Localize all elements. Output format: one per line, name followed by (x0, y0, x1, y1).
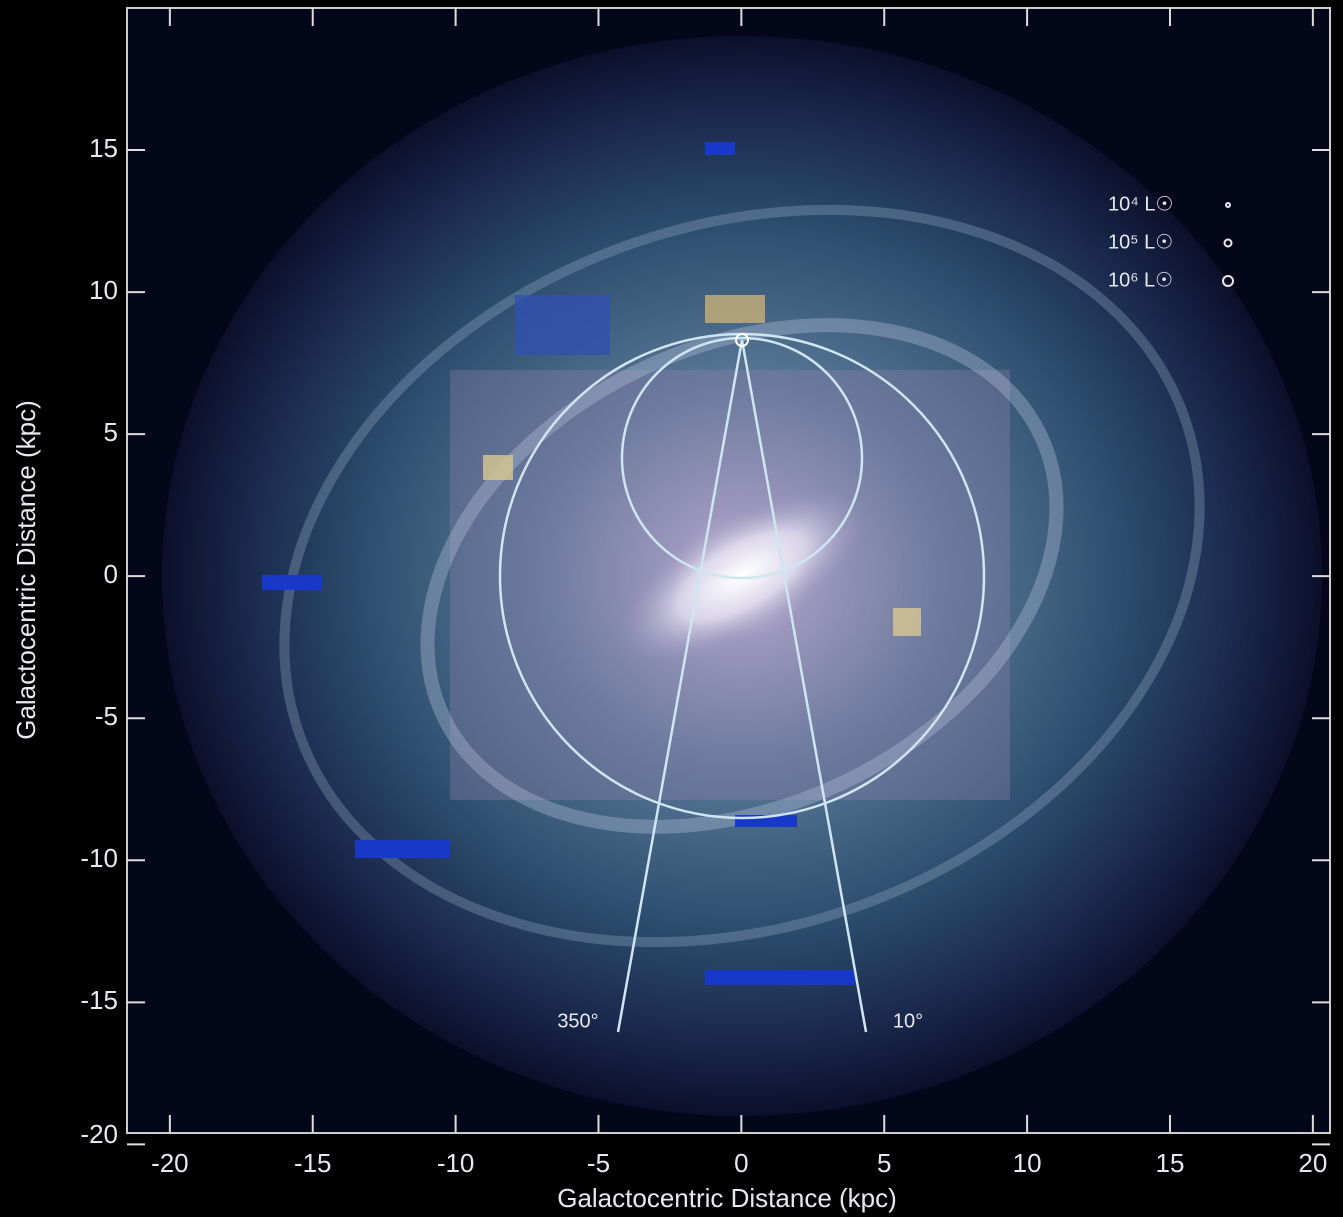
x-tick-label: -5 (587, 1148, 610, 1178)
y-tick-label: -10 (80, 843, 118, 873)
blue-pixel (705, 970, 855, 985)
blue-pixel (262, 575, 322, 590)
y-tick-label: 15 (89, 133, 118, 163)
sightline (616, 339, 744, 1033)
y-tick-label: -5 (95, 701, 118, 731)
blue-pixel (705, 142, 735, 155)
annotation: 10° (893, 1010, 923, 1032)
y-tick-label: 10 (89, 275, 118, 305)
x-tick-label: 10 (1013, 1148, 1042, 1178)
x-tick-label: -20 (151, 1148, 189, 1178)
y-tick-label: -15 (80, 985, 118, 1015)
sightline (740, 339, 868, 1033)
x-tick-label: 20 (1298, 1148, 1327, 1178)
plot-frame (126, 7, 1331, 1134)
legend-label: 10⁴ L☉ (1108, 193, 1173, 215)
gold-pixel (893, 608, 921, 636)
blue-pixel (515, 295, 610, 355)
galaxy-image (127, 8, 1330, 1133)
x-tick-label: 5 (877, 1148, 891, 1178)
legend-marker (1223, 238, 1233, 248)
sun-marker (735, 333, 749, 347)
y-tick-label: 5 (104, 417, 118, 447)
bulge (617, 488, 867, 664)
y-axis-label: Galactocentric Distance (kpc) (11, 400, 41, 740)
y-tick-label: -20 (80, 1119, 118, 1149)
tangent-circle (620, 336, 864, 580)
annotation: 350° (557, 1010, 598, 1032)
y-tick-label: 0 (104, 559, 118, 589)
legend-marker (1225, 202, 1231, 208)
x-tick-label: -10 (437, 1148, 475, 1178)
legend-label: 10⁶ L☉ (1108, 269, 1173, 291)
x-tick-label: -15 (294, 1148, 332, 1178)
spiral-arm (279, 204, 1205, 948)
gold-pixel (705, 295, 765, 323)
blue-pixel (355, 840, 450, 858)
x-axis-label: Galactocentric Distance (kpc) (557, 1183, 897, 1213)
gold-pixel (483, 455, 513, 480)
spiral-arm (420, 318, 1064, 834)
legend-label: 10⁵ L☉ (1108, 231, 1173, 253)
x-tick-label: 15 (1156, 1148, 1185, 1178)
x-tick-label: 0 (734, 1148, 748, 1178)
legend-marker (1222, 275, 1234, 287)
